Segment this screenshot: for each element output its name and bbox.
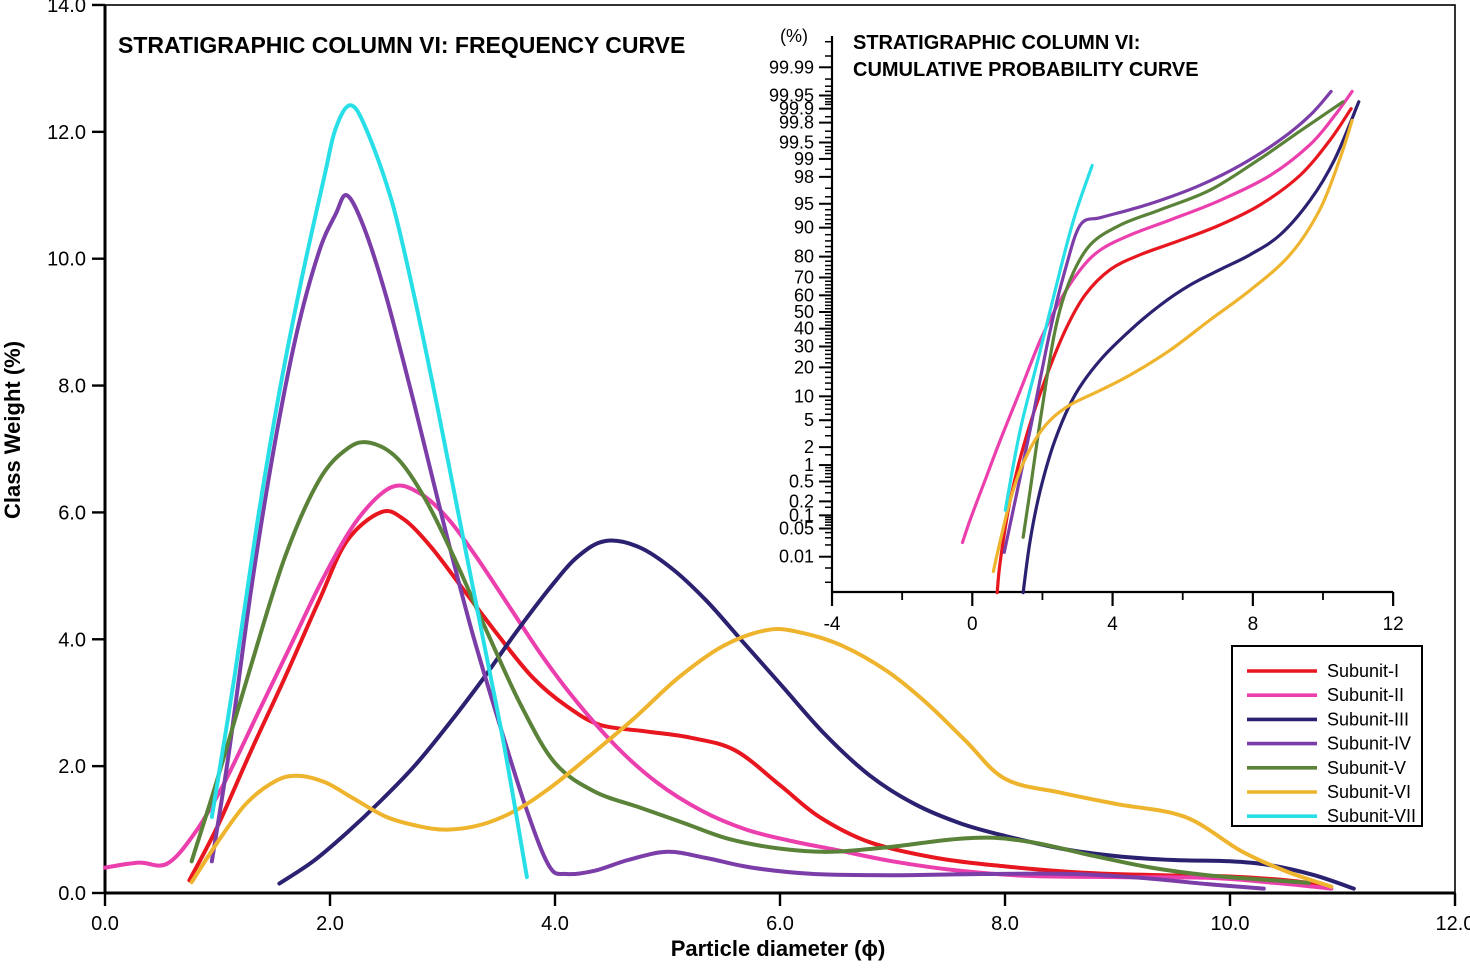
- frequency-curve-subunit-vi: [189, 627, 1334, 889]
- inset-y-tick-label: 60: [794, 285, 814, 305]
- inset-y-tick-label: 99.5: [779, 133, 814, 153]
- inset-x-tick-label: 0: [967, 614, 978, 635]
- main-x-tick-label: 0.0: [91, 913, 119, 935]
- inset-y-tick-label: 99.9: [779, 99, 814, 119]
- main-x-tick-label: 4.0: [541, 913, 569, 935]
- cumulative-curve-subunit-vii: [1003, 163, 1094, 512]
- main-x-tick-label: 6.0: [766, 913, 794, 935]
- inset-chart-title-line1: STRATIGRAPHIC COLUMN VI:: [853, 32, 1140, 54]
- inset-y-tick-label: 95: [794, 194, 814, 214]
- legend-label-subunit-iii: Subunit-III: [1327, 709, 1409, 729]
- inset-y-tick-label: 20: [794, 357, 814, 377]
- cumulative-curve-subunit-ii: [960, 89, 1354, 545]
- main-y-tick-label: 4.0: [58, 629, 86, 651]
- main-y-tick-label: 2.0: [58, 756, 86, 778]
- legend-box: [1231, 645, 1423, 827]
- inset-y-tick-label: 0.2: [789, 491, 814, 511]
- main-y-tick-label: 0.0: [58, 883, 86, 905]
- inset-y-tick-label: 30: [794, 337, 814, 357]
- main-x-axis-label: Particle diameter (ϕ): [671, 936, 886, 961]
- legend-label-subunit-vii: Subunit-VII: [1327, 806, 1416, 826]
- inset-y-tick-label: 50: [794, 302, 814, 322]
- frequency-curve-subunit-vii: [209, 103, 529, 880]
- inset-y-tick-label: 99.95: [769, 85, 814, 105]
- inset-x-tick-label: -4: [824, 614, 841, 635]
- inset-y-axis-unit-label: (%): [780, 26, 808, 46]
- cumulative-curve-subunit-v: [1021, 100, 1345, 539]
- frequency-curve-subunit-iv: [209, 193, 1266, 891]
- inset-x-tick-label: 12: [1383, 614, 1404, 635]
- inset-y-tick-label: 5: [804, 410, 814, 430]
- frequency-curve-subunit-iii: [277, 538, 1356, 891]
- inset-y-tick-label: 99: [794, 149, 814, 169]
- legend-label-subunit-vi: Subunit-VI: [1327, 782, 1411, 802]
- inset-y-tick-label: 99.99: [769, 57, 814, 77]
- main-x-tick-label: 8.0: [991, 913, 1019, 935]
- inset-y-tick-label: 80: [794, 247, 814, 267]
- main-x-tick-label: 10.0: [1211, 913, 1250, 935]
- inset-y-tick-label: 70: [794, 267, 814, 287]
- inset-y-tick-label: 40: [794, 319, 814, 339]
- inset-y-tick-label: 2: [804, 437, 814, 457]
- inset-y-tick-label: 10: [794, 386, 814, 406]
- inset-x-tick-label: 4: [1107, 614, 1118, 635]
- legend-label-subunit-ii: Subunit-II: [1327, 685, 1404, 705]
- cumulative-curve-subunit-vi: [991, 118, 1354, 574]
- main-y-tick-label: 6.0: [58, 502, 86, 524]
- cumulative-curve-subunit-iii: [1021, 100, 1361, 595]
- legend-label-subunit-iv: Subunit-IV: [1327, 734, 1411, 754]
- inset-y-tick-label: 0.5: [789, 471, 814, 491]
- main-y-tick-label: 10.0: [47, 249, 86, 271]
- inset-y-tick-label: 0.01: [779, 547, 814, 567]
- main-chart-title: STRATIGRAPHIC COLUMN VI: FREQUENCY CURVE: [118, 32, 685, 58]
- main-x-tick-label: 2.0: [316, 913, 344, 935]
- frequency-curve-subunit-i: [187, 509, 1328, 888]
- inset-chart-title-line2: CUMULATIVE PROBABILITY CURVE: [853, 59, 1199, 81]
- main-y-axis-label: Class Weight (%): [0, 341, 25, 519]
- inset-y-tick-label: 0.1: [789, 505, 814, 525]
- main-y-tick-label: 14.0: [47, 0, 86, 17]
- inset-y-tick-label: 98: [794, 167, 814, 187]
- cumulative-curve-subunit-iv: [1002, 89, 1333, 554]
- main-y-tick-label: 8.0: [58, 376, 86, 398]
- main-x-tick-label: 12.0: [1436, 913, 1470, 935]
- main-y-tick-label: 12.0: [47, 122, 86, 144]
- inset-x-tick-label: 8: [1248, 614, 1259, 635]
- inset-y-tick-label: 0.05: [779, 519, 814, 539]
- frequency-curve-subunit-v: [189, 440, 1311, 885]
- legend-label-subunit-i: Subunit-I: [1327, 661, 1399, 681]
- legend-label-subunit-v: Subunit-V: [1327, 758, 1406, 778]
- inset-y-tick-label: 99.8: [779, 113, 814, 133]
- inset-y-tick-label: 1: [804, 455, 814, 475]
- inset-y-tick-label: 90: [794, 218, 814, 238]
